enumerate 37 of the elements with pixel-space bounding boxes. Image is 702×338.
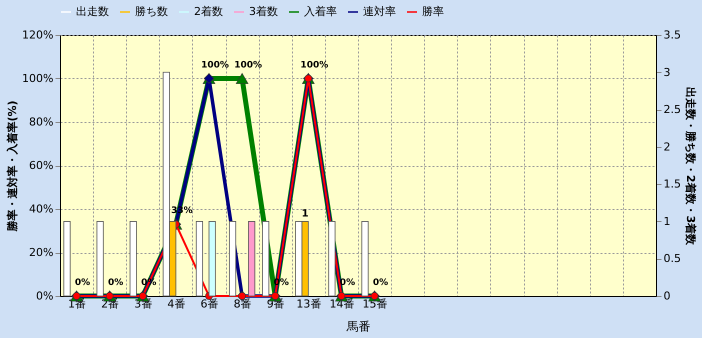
legend-label: 勝ち数 <box>135 5 168 18</box>
y-axis-title: 勝率・連対率・入着率(%) <box>6 100 20 233</box>
legend-label: 3着数 <box>249 5 278 18</box>
y2-tick-label: 1 <box>664 214 670 228</box>
y2-tick-label: 3 <box>664 66 670 79</box>
y2-tick-label: 2 <box>664 140 670 154</box>
x-tick-label: 4番 <box>167 298 186 310</box>
y-tick-label: 40% <box>29 202 54 216</box>
x-axis-title: 馬番 <box>346 320 370 334</box>
legend-label: 勝率 <box>422 5 444 18</box>
point <box>236 73 248 84</box>
data-label: 100% <box>300 60 328 70</box>
y-tick-label: 60% <box>29 159 54 172</box>
data-label: 1 <box>302 208 309 220</box>
y-tick-label: 20% <box>29 246 54 259</box>
y-tick-label: 100% <box>22 72 54 85</box>
x-tick-label: 8番 <box>234 298 252 310</box>
y-tick-label: 80% <box>29 116 54 128</box>
legend-label: 連対率 <box>363 5 396 18</box>
y2-tick-label: 0 <box>664 290 670 302</box>
y2-tick-label: 3.5 <box>664 28 681 42</box>
data-label: 0% <box>108 278 124 288</box>
legend-label: 出走数 <box>76 5 109 18</box>
legend-label: 2着数 <box>194 5 223 18</box>
x-tick-label: 6番 <box>200 298 218 310</box>
y2-axis-title: 出走数・勝ち数・2着数・3着数 <box>684 86 697 246</box>
y2-tick-label: 1.5 <box>664 178 681 191</box>
y-tick-label: 120% <box>22 28 54 42</box>
y2-tick-label: 2.5 <box>664 103 681 116</box>
data-label: 0% <box>372 278 388 288</box>
y-tick-label: 0% <box>36 290 54 302</box>
data-label: 100% <box>201 60 229 70</box>
data-label: 0% <box>74 278 90 288</box>
data-label: 100% <box>234 60 262 70</box>
x-tick-label: 13番 <box>296 298 322 310</box>
y2-tick-label: 0.5 <box>664 252 681 266</box>
legend-label: 入着率 <box>304 5 337 18</box>
